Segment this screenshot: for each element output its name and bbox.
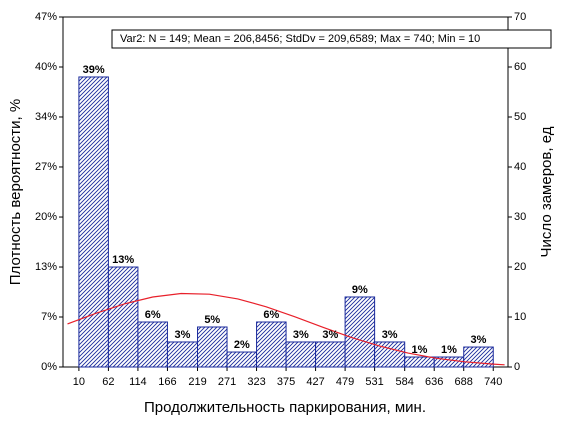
y-tick-label: 27% [35,161,57,173]
x-tick-label: 479 [336,376,354,388]
bar [166,341,199,368]
annotation: Var2: N = 149; Mean = 206,8456; StdDv = … [120,33,480,45]
data-label: 6% [263,309,279,321]
x-tick-label: 584 [396,376,414,388]
y2-tick-label: 40 [514,161,526,173]
x-tick-label: 636 [425,376,443,388]
bar [315,341,346,368]
x-tick-label: 219 [188,376,206,388]
y2-tick-label: 70 [514,11,526,23]
x-tick-label: 323 [247,376,265,388]
data-label: 3% [382,329,398,341]
y-tick-label: 20% [35,211,57,223]
x-tick-label: 688 [455,376,473,388]
data-label: 6% [145,309,161,321]
x-tick-label: 427 [306,376,324,388]
y2-tick-label: 30 [514,211,526,223]
x-tick-label: 531 [365,376,383,388]
y2-tick-label: 20 [514,261,526,273]
annotation-box [111,29,552,49]
x-tick-label: 740 [484,376,502,388]
y2-tick-label: 0 [514,361,520,373]
data-label: 3% [175,329,191,341]
bar [226,351,258,368]
bar [197,326,228,368]
x-tick-label: 375 [277,376,295,388]
y-tick-label: 13% [35,261,57,273]
data-label: 3% [322,329,338,341]
bar [78,76,109,368]
x-tick-label: 10 [73,376,85,388]
data-label: 1% [441,344,457,356]
bar [344,296,376,368]
data-label: 13% [112,254,134,266]
y2-axis-title: Число замеров, ед [538,126,555,257]
data-label: 1% [412,344,428,356]
y-tick-label: 47% [35,11,57,23]
y-axis-title: Плотность вероятности, % [7,99,24,285]
y-tick-label: 7% [41,311,57,323]
bar [107,266,139,368]
data-label: 2% [234,339,250,351]
y2-tick-label: 10 [514,311,526,323]
bar [137,321,168,368]
y2-tick-label: 60 [514,61,526,73]
bar [256,321,287,368]
x-tick-label: 62 [102,376,114,388]
bar [285,341,317,368]
y-tick-label: 40% [35,61,57,73]
x-axis-title: Продолжительность паркирования, мин. [144,399,426,416]
x-tick-label: 271 [218,376,236,388]
x-tick-label: 114 [129,376,147,388]
data-label: 39% [83,64,105,76]
y-tick-label: 0% [41,361,57,373]
data-label: 3% [471,334,487,346]
fit-curve [67,292,505,366]
x-tick-label: 166 [158,376,176,388]
y-tick-label: 34% [35,111,57,123]
bar [404,356,435,368]
data-label: 9% [352,284,368,296]
y2-tick-label: 50 [514,111,526,123]
data-label: 5% [204,314,220,326]
data-label: 3% [293,329,309,341]
